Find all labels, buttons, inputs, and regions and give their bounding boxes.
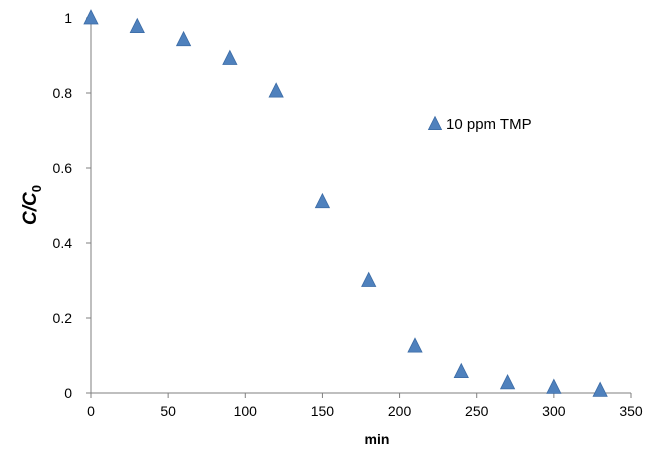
y-tick-label: 0 xyxy=(64,385,72,401)
x-tick-label: 350 xyxy=(619,403,643,419)
x-tick-label: 50 xyxy=(160,403,176,419)
legend-marker-triangle xyxy=(427,115,443,130)
y-axis-title-main: C/C xyxy=(20,192,41,225)
x-tick-label: 0 xyxy=(87,403,95,419)
data-point xyxy=(314,192,331,209)
data-point xyxy=(222,49,238,65)
y-tick-label: 0.2 xyxy=(53,310,73,326)
y-tick-label: 0.4 xyxy=(53,235,73,251)
x-axis-ticks: 0 50 100 150 200 250 300 350 xyxy=(87,393,643,419)
legend-label: 10 ppm TMP xyxy=(446,116,532,133)
data-point xyxy=(546,378,562,394)
data-point xyxy=(175,30,192,47)
data-point xyxy=(361,271,377,287)
plot-area: 0 50 100 150 200 250 300 350 0 0.2 0.4 0.6 0.8 1 xyxy=(53,9,643,419)
x-tick-label: 200 xyxy=(388,403,412,419)
data-points xyxy=(83,9,608,397)
data-point xyxy=(592,381,608,397)
y-tick-label: 0.8 xyxy=(53,85,73,101)
data-point xyxy=(499,374,516,390)
x-tick-label: 100 xyxy=(234,403,258,419)
data-point xyxy=(268,82,284,98)
x-tick-label: 150 xyxy=(311,403,335,419)
data-point xyxy=(129,17,145,34)
data-point xyxy=(453,362,469,379)
x-tick-label: 250 xyxy=(465,403,489,419)
legend: 10 ppm TMP xyxy=(427,115,532,133)
y-axis-title-subscript: 0 xyxy=(29,185,44,192)
y-tick-label: 0.6 xyxy=(53,160,73,176)
y-axis-title: C/C0 xyxy=(20,185,44,225)
x-tick-label: 300 xyxy=(542,403,566,419)
y-tick-label: 1 xyxy=(64,10,72,26)
y-axis-ticks: 0 0.2 0.4 0.6 0.8 1 xyxy=(53,10,91,401)
data-point xyxy=(407,337,423,353)
data-point xyxy=(83,9,99,25)
x-axis-title: min xyxy=(365,431,390,447)
